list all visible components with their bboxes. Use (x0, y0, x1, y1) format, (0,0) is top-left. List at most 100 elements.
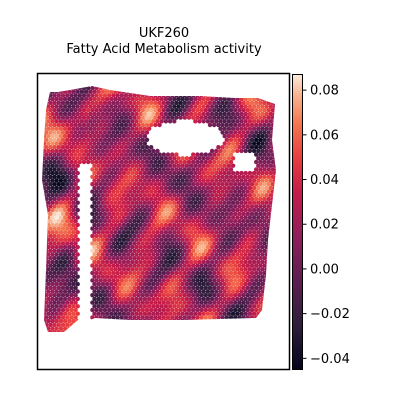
spot (176, 318, 181, 324)
spot (186, 182, 192, 187)
spot (180, 222, 185, 228)
spot (100, 222, 106, 228)
spot (172, 119, 177, 124)
spot (130, 200, 135, 205)
spot (241, 293, 246, 298)
spot (92, 104, 97, 109)
spot (249, 86, 255, 91)
spot (228, 233, 234, 239)
spot (136, 115, 141, 120)
spot (144, 122, 150, 128)
spot (262, 108, 267, 113)
spot (209, 259, 215, 265)
spot (178, 248, 183, 253)
spot (233, 145, 238, 150)
spot (102, 285, 108, 290)
spot (143, 334, 147, 338)
spot (119, 256, 125, 261)
spot (245, 137, 250, 142)
spot (203, 115, 208, 120)
spot (96, 289, 101, 294)
spot (42, 270, 45, 276)
spot (79, 119, 85, 124)
spot (260, 334, 264, 338)
spot (151, 148, 156, 154)
spot (50, 185, 55, 191)
spot (52, 86, 57, 91)
spot (79, 141, 85, 146)
spot (235, 326, 240, 331)
spot (44, 122, 49, 128)
spot (268, 311, 274, 316)
spot (239, 104, 244, 109)
spot (247, 252, 253, 257)
spot (260, 141, 265, 146)
spot (191, 256, 196, 261)
spot (144, 196, 150, 202)
spot (254, 307, 259, 313)
spot (149, 256, 154, 261)
spot (195, 159, 200, 165)
spot (144, 233, 150, 239)
spot (96, 163, 101, 168)
spot (48, 330, 53, 332)
spot (67, 170, 72, 176)
spot (121, 119, 127, 124)
spot (115, 86, 120, 91)
spot (272, 207, 276, 213)
spot (165, 204, 171, 209)
spot (142, 170, 148, 176)
spot (258, 130, 263, 135)
spot (42, 278, 45, 283)
spot (46, 281, 51, 287)
spot (115, 174, 120, 179)
spot (125, 185, 131, 191)
spot (115, 122, 120, 128)
spot (260, 185, 265, 191)
spot (243, 148, 248, 154)
spot (123, 322, 129, 327)
spot (134, 222, 139, 228)
spot (136, 322, 141, 327)
spot (62, 119, 68, 124)
spot (44, 115, 49, 120)
spot (264, 141, 269, 146)
spot (48, 256, 53, 261)
spot (134, 119, 139, 124)
spot (182, 189, 187, 194)
spot (113, 237, 118, 242)
spot (268, 304, 274, 309)
spot (104, 193, 110, 198)
spot (254, 137, 259, 142)
spot (128, 204, 133, 209)
spot (275, 196, 276, 202)
spot (191, 278, 196, 283)
spot (251, 185, 257, 191)
spot (142, 193, 148, 198)
spot (73, 174, 78, 179)
spot (270, 167, 276, 172)
spot (228, 278, 234, 283)
spot (195, 278, 200, 283)
spot (239, 96, 244, 102)
spot (58, 200, 64, 205)
spot (272, 296, 276, 302)
spot (62, 141, 68, 146)
spot (119, 241, 125, 246)
spot (58, 178, 64, 183)
spot (157, 204, 162, 209)
spot (209, 296, 215, 302)
spot (67, 267, 72, 272)
spot (167, 267, 173, 272)
spot (184, 296, 190, 302)
spot (121, 326, 127, 331)
spot (134, 230, 139, 235)
spot (151, 252, 156, 257)
spot (160, 334, 164, 338)
spot (195, 204, 200, 209)
spot (119, 152, 125, 157)
spot (260, 326, 265, 331)
spot (119, 196, 125, 202)
spot (260, 267, 265, 272)
spot (111, 115, 116, 120)
